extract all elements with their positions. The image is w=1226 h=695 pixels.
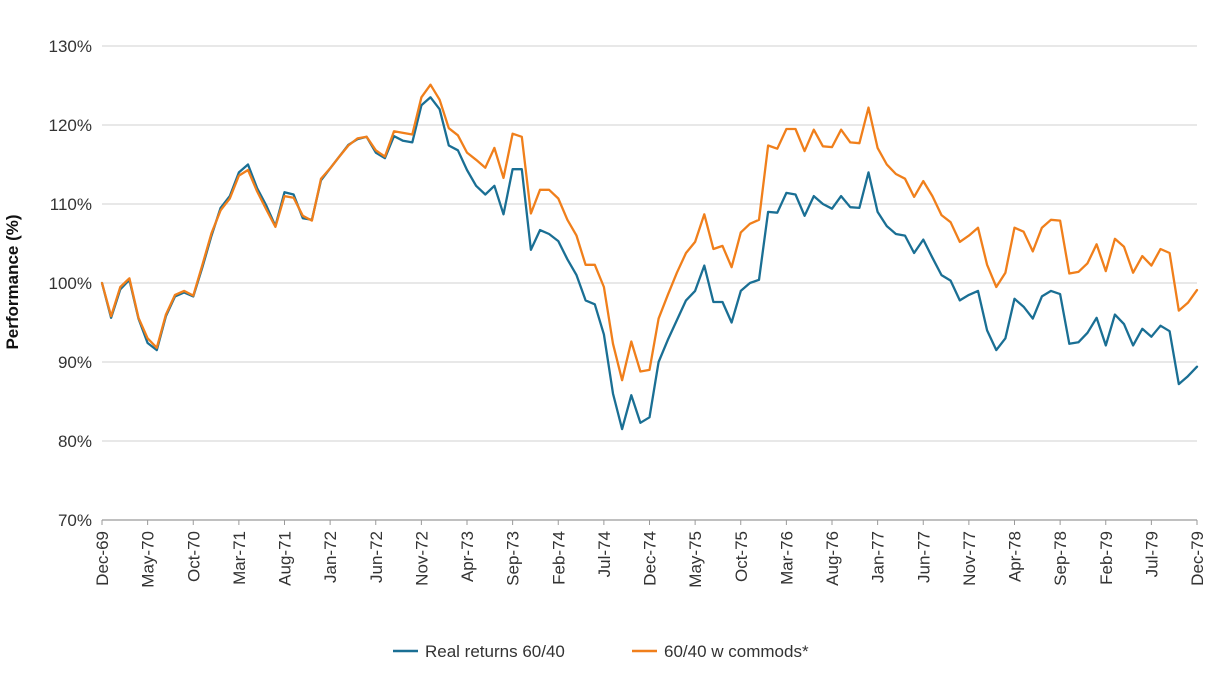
y-tick-label: 100% xyxy=(49,274,92,293)
series-lines xyxy=(100,83,1199,431)
x-tick-label: Dec-79 xyxy=(1188,531,1207,586)
y-tick-label: 70% xyxy=(58,511,92,530)
legend: Real returns 60/40 60/40 w commods* xyxy=(393,642,809,661)
legend-label-commods: 60/40 w commods* xyxy=(664,642,809,661)
x-tick-label: Jan-77 xyxy=(869,531,888,583)
x-tick-label: Jan-72 xyxy=(321,531,340,583)
x-tick-label: May-70 xyxy=(139,531,158,588)
y-axis-title: Performance (%) xyxy=(3,214,22,349)
x-tick-label: Sep-73 xyxy=(504,531,523,586)
y-tick-label: 80% xyxy=(58,432,92,451)
x-tick-label: Nov-72 xyxy=(412,531,431,586)
x-tick-label: Oct-75 xyxy=(732,531,751,582)
x-tick-label: Apr-78 xyxy=(1006,531,1025,582)
y-tick-label: 90% xyxy=(58,353,92,372)
x-tick-label: Jun-77 xyxy=(914,531,933,583)
x-tick-label: May-75 xyxy=(686,531,705,588)
x-tick-label: Apr-73 xyxy=(458,531,477,582)
x-tick-label: Oct-70 xyxy=(184,531,203,582)
x-tick-label: Sep-78 xyxy=(1051,531,1070,586)
series-line-commods xyxy=(100,83,1199,382)
x-tick-label: Jul-79 xyxy=(1142,531,1161,577)
legend-label-real-returns: Real returns 60/40 xyxy=(425,642,565,661)
x-tick-label: Dec-69 xyxy=(93,531,112,586)
gridlines xyxy=(102,45,1197,521)
x-tick-label: Mar-76 xyxy=(777,531,796,585)
x-tick-label: Feb-74 xyxy=(549,531,568,585)
x-tick-label: Feb-79 xyxy=(1097,531,1116,585)
y-tick-label: 110% xyxy=(50,195,92,214)
axes: 70% 80% 90% 100% 110% 120% 130% Dec-69 May-70 Oct… xyxy=(49,37,1207,588)
y-tick-label: 120% xyxy=(49,116,92,135)
series-line-real-returns xyxy=(100,96,1199,431)
x-tick-label: Dec-74 xyxy=(641,531,660,586)
x-tick-label: Nov-77 xyxy=(960,531,979,586)
x-tick-label: Mar-71 xyxy=(230,531,249,585)
x-tick-label: Jul-74 xyxy=(595,531,614,577)
y-tick-label: 130% xyxy=(49,37,92,56)
x-tick-label: Aug-71 xyxy=(276,531,295,586)
x-tick-label: Aug-76 xyxy=(823,531,842,586)
x-tick-label: Jun-72 xyxy=(367,531,386,583)
